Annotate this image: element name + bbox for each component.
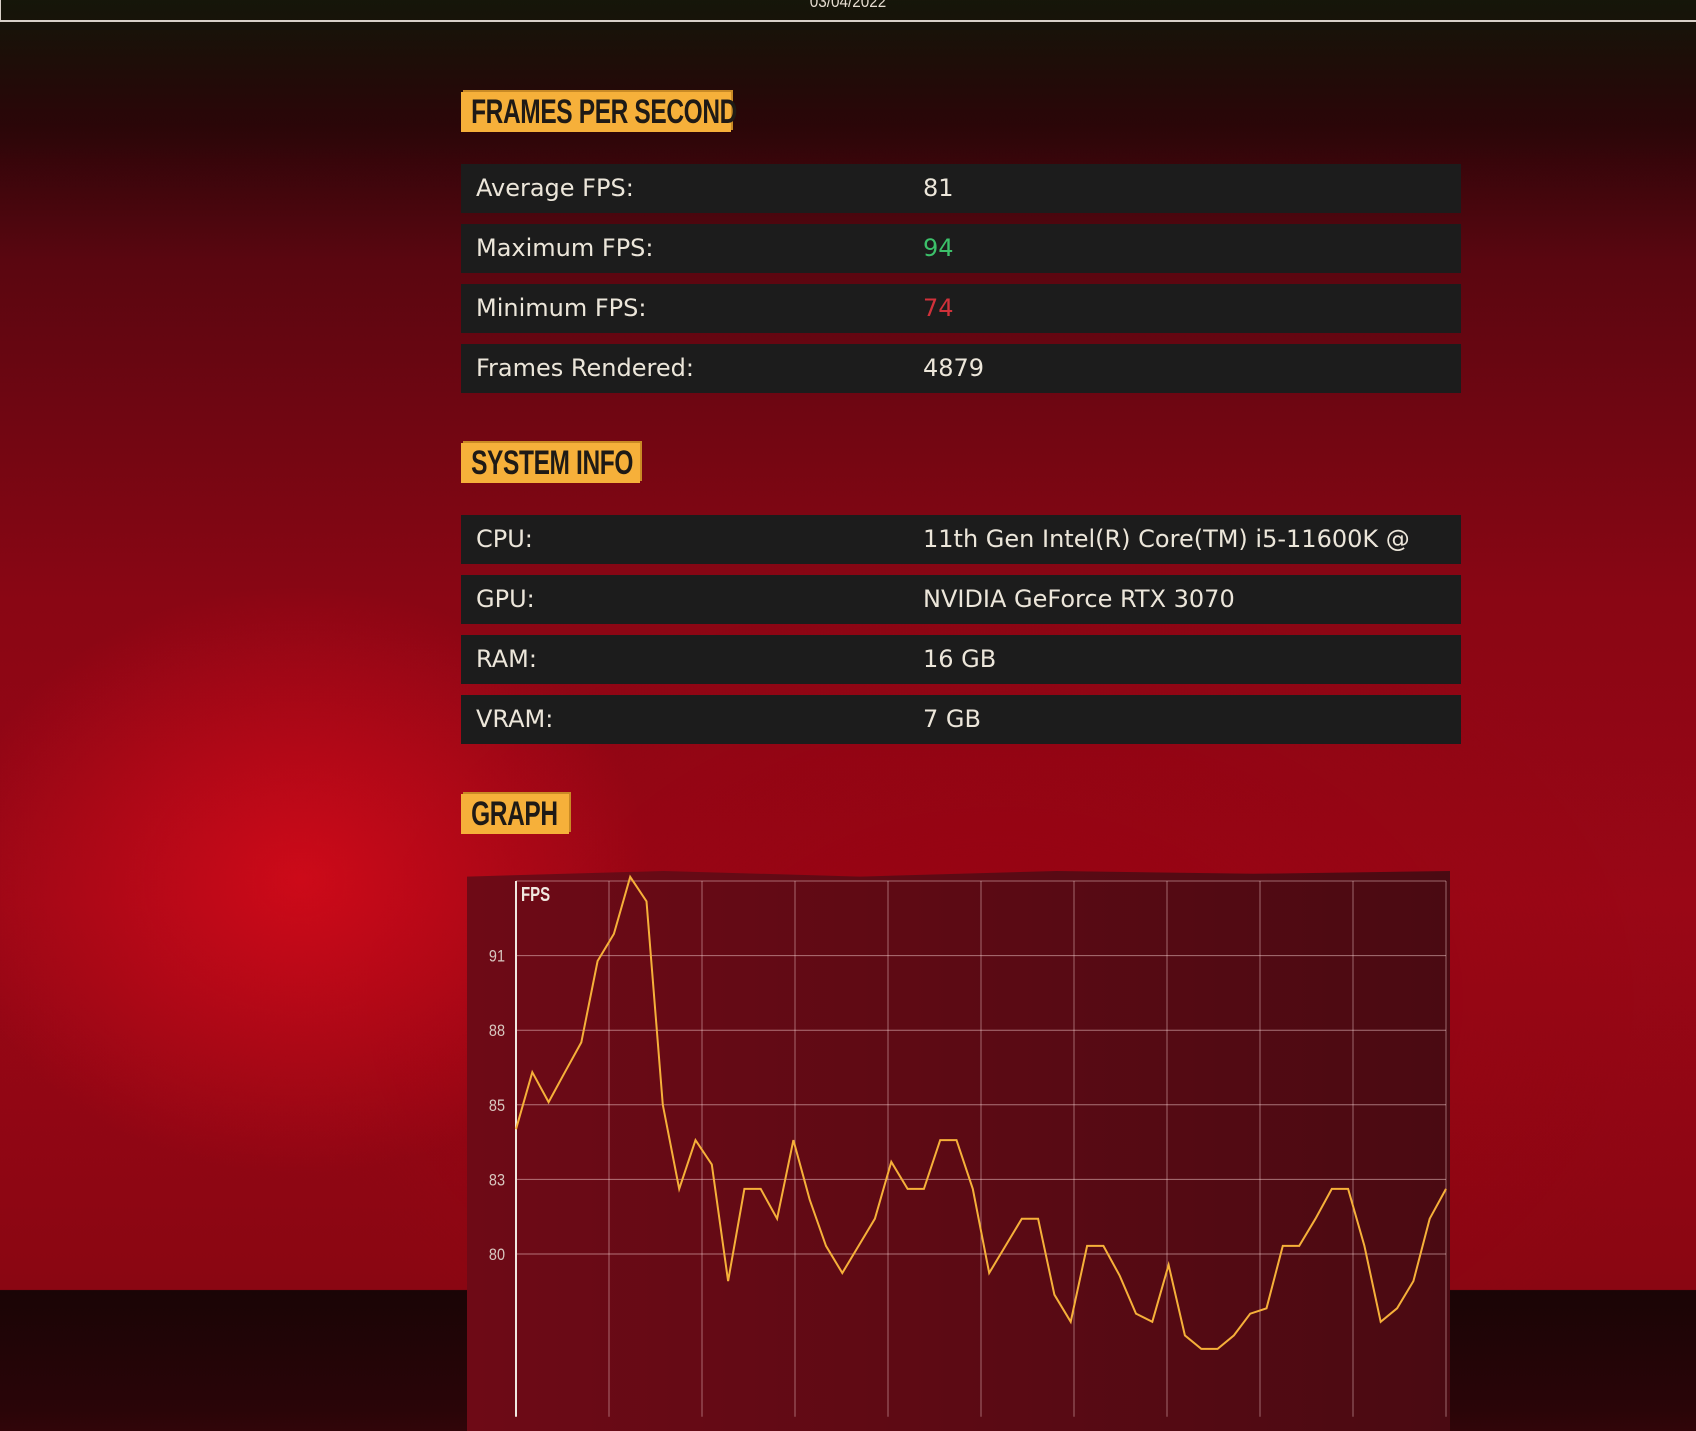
y-axis-label: FPS xyxy=(521,883,550,906)
sys-row-gpu: GPU: NVIDIA GeForce RTX 3070 xyxy=(461,575,1461,624)
system-section-title-text: SYSTEM INFO xyxy=(471,444,634,482)
sys-label: VRAM: xyxy=(476,705,554,733)
stat-label: Maximum FPS: xyxy=(476,234,654,262)
sys-row-ram: RAM: 16 GB xyxy=(461,635,1461,684)
fps-series-line xyxy=(515,874,1447,1350)
stat-value-min: 74 xyxy=(923,294,954,322)
stat-label: Average FPS: xyxy=(476,174,634,202)
stat-row-minimum-fps: Minimum FPS: 74 xyxy=(461,284,1461,333)
fps-section-title-text: FRAMES PER SECOND xyxy=(471,93,737,131)
sys-row-cpu: CPU: 11th Gen Intel(R) Core(TM) i5-11600… xyxy=(461,515,1461,564)
sys-row-vram: VRAM: 7 GB xyxy=(461,695,1461,744)
sys-label: CPU: xyxy=(476,525,533,553)
stat-label: Minimum FPS: xyxy=(476,294,647,322)
graph-section-title: GRAPH xyxy=(461,794,569,834)
sys-value: NVIDIA GeForce RTX 3070 xyxy=(923,585,1235,613)
stat-row-frames-rendered: Frames Rendered: 4879 xyxy=(461,344,1461,393)
stat-value: 4879 xyxy=(923,354,985,382)
graph-section-title-text: GRAPH xyxy=(471,795,558,833)
system-section-title: SYSTEM INFO xyxy=(461,443,640,483)
stat-label: Frames Rendered: xyxy=(476,354,694,382)
sys-value: 7 GB xyxy=(923,705,981,733)
y-tick-label: 85 xyxy=(489,1097,505,1115)
y-tick-label: 83 xyxy=(489,1171,505,1189)
stat-value-max: 94 xyxy=(923,234,954,262)
sys-value: 16 GB xyxy=(923,645,997,673)
sys-label: RAM: xyxy=(476,645,537,673)
sys-value: 11th Gen Intel(R) Core(TM) i5-11600K @ xyxy=(923,525,1410,553)
sys-label: GPU: xyxy=(476,585,535,613)
fps-section-title: FRAMES PER SECOND xyxy=(461,92,737,132)
y-tick-label: 88 xyxy=(489,1022,505,1040)
y-tick-label: 91 xyxy=(489,948,505,966)
header-background xyxy=(0,0,1696,160)
header-border xyxy=(0,0,1,22)
header-divider xyxy=(0,20,1696,22)
y-tick-label: 80 xyxy=(489,1246,505,1264)
stat-row-maximum-fps: Maximum FPS: 94 xyxy=(461,224,1461,273)
fps-line-chart: 91 88 85 83 80 FPS xyxy=(489,874,1447,1417)
stat-value: 81 xyxy=(923,174,954,202)
stat-row-average-fps: Average FPS: 81 xyxy=(461,164,1461,213)
report-date: 03/04/2022 xyxy=(809,0,887,11)
